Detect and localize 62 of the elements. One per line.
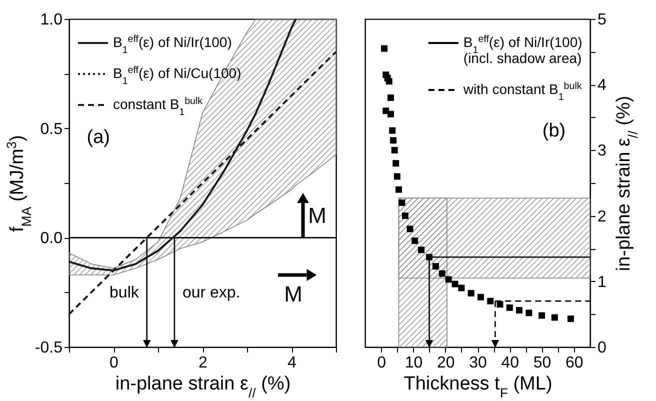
annotation: M — [284, 282, 302, 307]
x-tick-label: 50 — [533, 354, 552, 372]
point — [516, 307, 523, 314]
point — [386, 78, 392, 85]
point — [402, 212, 408, 220]
point — [394, 173, 400, 180]
point — [387, 94, 394, 101]
point — [396, 186, 402, 193]
x-tick-label: 4 — [288, 354, 297, 372]
point — [506, 304, 513, 311]
point — [538, 312, 546, 319]
point — [398, 199, 406, 206]
point — [391, 146, 398, 154]
point — [390, 137, 397, 144]
point — [412, 237, 418, 244]
annotation: M — [308, 202, 326, 228]
x-tick-label: 60 — [566, 354, 584, 372]
legend-label: B$_{1}$$^{eff}$(ε) of Ni/Cu(100) — [113, 64, 242, 86]
annotation: bulk — [110, 284, 140, 302]
point — [496, 301, 504, 308]
point — [432, 263, 439, 270]
point — [452, 280, 458, 288]
y2-tick-label: 4 — [598, 77, 606, 94]
point — [387, 110, 394, 118]
x-tick-label: 40 — [501, 354, 520, 372]
point — [392, 160, 400, 167]
x-tick-label: 10 — [404, 354, 423, 372]
y2-tick-label: 5 — [598, 12, 606, 28]
point — [487, 298, 494, 304]
point — [438, 270, 446, 277]
y2-tick-label: 2 — [598, 208, 606, 226]
point — [389, 127, 396, 134]
x-tick-label: 0 — [110, 354, 119, 372]
y2-tick-label: 0 — [598, 340, 606, 356]
x-tick-label: 0 — [377, 354, 386, 372]
y-tick-label: 1.0 — [40, 12, 63, 28]
point — [381, 45, 388, 52]
annotation: our exp. — [182, 284, 240, 302]
annotation: (a) — [86, 127, 110, 148]
point — [477, 294, 484, 300]
y-tick-label: 0.5 — [40, 120, 63, 138]
x-axis-title: Thickness t$_{F}$ (ML) — [404, 374, 552, 400]
x-tick-label: 30 — [469, 354, 487, 372]
annotation: (b) — [542, 120, 566, 142]
x-axis-title: in-plane strain ε$_{//}$ (%) — [115, 374, 291, 400]
point — [551, 314, 558, 321]
x-tick-label: 2 — [198, 354, 208, 372]
y2-tick-label: 1 — [598, 274, 606, 291]
y-tick-label: 0.0 — [40, 230, 63, 248]
point — [406, 226, 414, 232]
legend-label: B$_{1}$$^{eff}$(ε) of Ni/Ir(100) — [113, 34, 232, 56]
point — [426, 254, 433, 260]
point — [526, 310, 532, 316]
point — [567, 316, 574, 322]
point — [458, 284, 465, 292]
legend-label: B$_{1}$$^{eff}$(ε) of Ni/Ir(100) (incl. shadow area) — [463, 34, 582, 66]
y2-tick-label: 3 — [598, 142, 606, 160]
point — [468, 290, 474, 296]
y-tick-label: -0.5 — [34, 340, 63, 356]
x-tick-label: 20 — [436, 354, 455, 372]
point — [418, 246, 424, 254]
point — [445, 276, 452, 283]
